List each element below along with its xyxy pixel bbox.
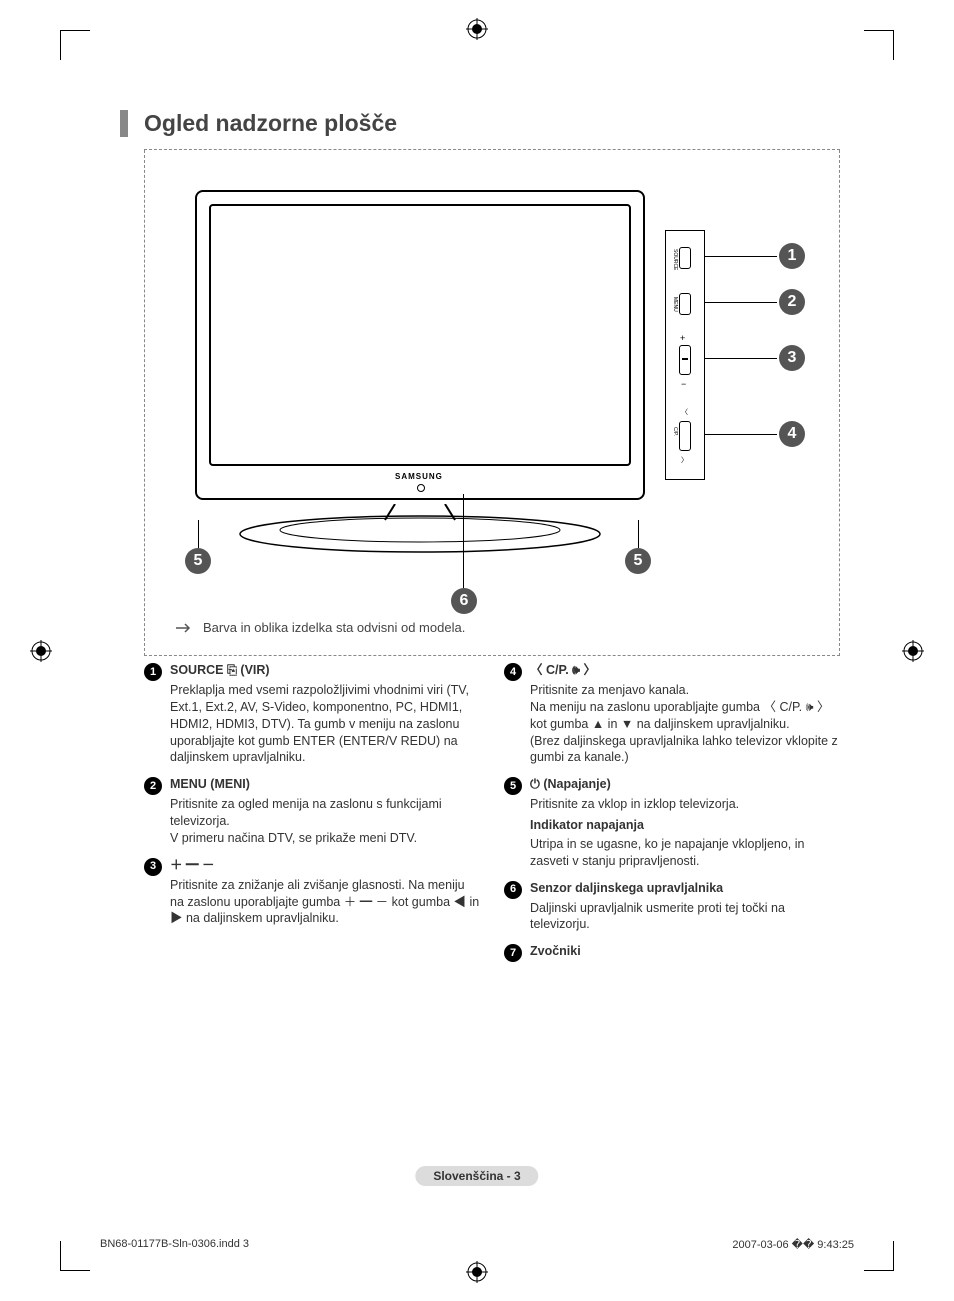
- panel-label-cp: C/P.: [672, 427, 678, 436]
- leader-line: [705, 434, 777, 435]
- registration-mark-icon: [466, 1261, 488, 1283]
- tv-led: [417, 484, 425, 492]
- side-button-panel: SOURCE MENU + − 〈 C/P. 〉: [665, 230, 705, 480]
- item-text: Preklaplja med vsemi razpoložljivimi vho…: [170, 682, 480, 766]
- item-number: 6: [504, 881, 522, 899]
- item-body: ⏻ (Napajanje) Pritisnite za vklop in izkl…: [530, 776, 840, 869]
- leader-line: [705, 358, 777, 359]
- item-body: SOURCE ⎘ (VIR) Preklaplja med vsemi razpo…: [170, 662, 480, 766]
- page-language-badge: Slovenščina - 3: [415, 1166, 538, 1186]
- item-text: Pritisnite za vklop in izklop televizorj…: [530, 796, 840, 813]
- description-item: 1 SOURCE ⎘ (VIR) Preklaplja med vsemi razp…: [144, 662, 480, 766]
- left-column: 1 SOURCE ⎘ (VIR) Preklaplja med vsemi razp…: [144, 662, 480, 973]
- tv-screen: [209, 204, 631, 466]
- crop-mark: [864, 30, 894, 60]
- item-number: 7: [504, 944, 522, 962]
- item-text: Daljinski upravljalnik usmerite proti te…: [530, 900, 840, 934]
- page-title: Ogled nadzorne plošče: [144, 110, 840, 137]
- description-columns: 1 SOURCE ⎘ (VIR) Preklaplja med vsemi razp…: [144, 662, 840, 973]
- leader-line: [638, 520, 639, 548]
- item-body: Senzor daljinskega upravljalnika Daljinsk…: [530, 880, 840, 934]
- plus-icon: +: [680, 333, 685, 343]
- callout-4: 4: [779, 421, 805, 447]
- callout-1: 1: [779, 243, 805, 269]
- item-subheading: Indikator napajanja: [530, 817, 840, 834]
- right-column: 4 〈 C/P. 🕪 〉 Pritisnite za menjavo kanala.…: [504, 662, 840, 973]
- figure-box: SAMSUNG SOURCE MENU + − 〈 C/P.: [144, 150, 840, 656]
- leader-line: [198, 520, 199, 548]
- registration-mark-icon: [466, 18, 488, 40]
- tv-stand: [235, 504, 605, 554]
- title-block: Ogled nadzorne plošče: [120, 110, 840, 137]
- item-number: 2: [144, 777, 162, 795]
- crop-mark: [60, 30, 90, 60]
- leader-line: [705, 302, 777, 303]
- footer-filename: BN68-01177B-Sln-0306.indd 3: [100, 1238, 249, 1251]
- volume-button[interactable]: [679, 345, 691, 375]
- item-heading: 〈 C/P. 🕪 〉: [530, 662, 840, 679]
- leader-line: [705, 256, 777, 257]
- panel-label-menu: MENU: [672, 297, 678, 312]
- item-number: 3: [144, 858, 162, 876]
- model-note: Barva in oblika izdelka sta odvisni od m…: [175, 620, 809, 635]
- menu-button[interactable]: [679, 293, 691, 315]
- note-arrow-icon: [175, 622, 193, 634]
- angle-down-icon: 〉: [681, 455, 688, 465]
- item-heading: ⏻ (Napajanje): [530, 776, 840, 793]
- description-item: 6 Senzor daljinskega upravljalnika Daljins…: [504, 880, 840, 934]
- crop-mark: [60, 1241, 90, 1271]
- item-heading: SOURCE ⎘ (VIR): [170, 662, 480, 679]
- item-number: 1: [144, 663, 162, 681]
- item-body: ＋ ━ － Pritisnite za znižanje ali zvišanje…: [170, 857, 480, 928]
- item-text: Pritisnite za znižanje ali zvišanje glas…: [170, 877, 480, 928]
- item-heading: MENU (MENI): [170, 776, 480, 793]
- angle-up-icon: 〈: [681, 407, 688, 417]
- item-text: Utripa in se ugasne, ko je napajanje vkl…: [530, 836, 840, 870]
- description-item: 7 Zvočniki: [504, 943, 840, 963]
- item-body: Zvočniki: [530, 943, 840, 963]
- leader-line: [463, 494, 464, 588]
- footer: BN68-01177B-Sln-0306.indd 3 2007-03-06 �…: [100, 1238, 854, 1251]
- minus-icon: −: [681, 379, 686, 389]
- callout-3: 3: [779, 345, 805, 371]
- page-content: Ogled nadzorne plošče SAMSUNG SOURCE MEN…: [120, 110, 840, 973]
- item-body: 〈 C/P. 🕪 〉 Pritisnite za menjavo kanala. …: [530, 662, 840, 766]
- description-item: 3 ＋ ━ － Pritisnite za znižanje ali zvišanj…: [144, 857, 480, 928]
- description-item: 5 ⏻ (Napajanje) Pritisnite za vklop in izk…: [504, 776, 840, 869]
- footer-timestamp: 2007-03-06 �� 9:43:25: [732, 1238, 854, 1251]
- item-heading: Senzor daljinskega upravljalnika: [530, 880, 840, 897]
- registration-mark-icon: [30, 640, 52, 662]
- item-heading: Zvočniki: [530, 943, 840, 960]
- callout-2: 2: [779, 289, 805, 315]
- description-item: 4 〈 C/P. 🕪 〉 Pritisnite za menjavo kanala.…: [504, 662, 840, 766]
- panel-label-source: SOURCE: [672, 249, 678, 270]
- item-text: Pritisnite za ogled menija na zaslonu s …: [170, 796, 480, 847]
- item-number: 4: [504, 663, 522, 681]
- crop-mark: [864, 1241, 894, 1271]
- callout-5l: 5: [185, 548, 211, 574]
- source-button[interactable]: [679, 247, 691, 269]
- item-heading: ＋ ━ －: [170, 857, 480, 874]
- callout-6: 6: [451, 588, 477, 614]
- tv-logo: SAMSUNG: [395, 472, 443, 481]
- channel-button[interactable]: [679, 421, 691, 451]
- note-text: Barva in oblika izdelka sta odvisni od m…: [203, 620, 465, 635]
- item-number: 5: [504, 777, 522, 795]
- tv-figure: SAMSUNG SOURCE MENU + − 〈 C/P.: [175, 190, 815, 610]
- item-body: MENU (MENI) Pritisnite za ogled menija na…: [170, 776, 480, 847]
- item-text: Pritisnite za menjavo kanala. Na meniju …: [530, 682, 840, 766]
- description-item: 2 MENU (MENI) Pritisnite za ogled menija n…: [144, 776, 480, 847]
- callout-5r: 5: [625, 548, 651, 574]
- registration-mark-icon: [902, 640, 924, 662]
